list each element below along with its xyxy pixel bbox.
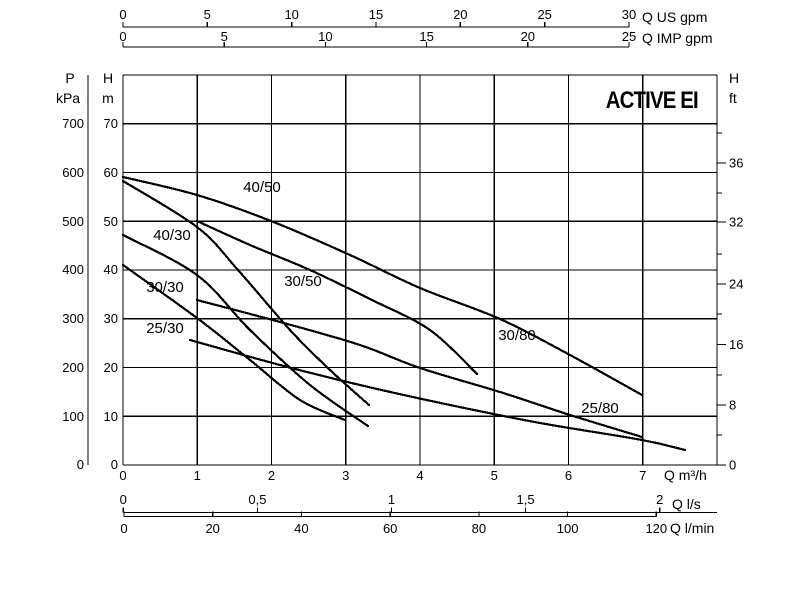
svg-text:Q US gpm: Q US gpm (642, 9, 707, 25)
svg-text:20: 20 (521, 29, 535, 44)
svg-text:30/80: 30/80 (498, 327, 536, 344)
svg-text:H: H (103, 70, 113, 86)
svg-text:20: 20 (104, 360, 118, 375)
svg-text:25: 25 (537, 7, 551, 22)
svg-text:40: 40 (294, 521, 308, 536)
svg-text:30/30: 30/30 (146, 279, 184, 296)
svg-text:40: 40 (104, 262, 118, 277)
svg-text:24: 24 (729, 277, 743, 292)
svg-text:300: 300 (62, 311, 84, 326)
svg-text:Q l/min: Q l/min (670, 520, 714, 536)
svg-text:70: 70 (104, 116, 118, 131)
svg-text:1: 1 (194, 468, 201, 483)
svg-text:Q m³/h: Q m³/h (664, 467, 707, 483)
svg-text:36: 36 (729, 156, 743, 171)
svg-text:0: 0 (120, 492, 127, 507)
svg-text:120: 120 (645, 521, 667, 536)
svg-text:6: 6 (565, 468, 572, 483)
svg-text:5: 5 (491, 468, 498, 483)
svg-text:200: 200 (62, 360, 84, 375)
svg-text:3: 3 (342, 468, 349, 483)
svg-text:700: 700 (62, 116, 84, 131)
svg-text:25/30: 25/30 (146, 320, 184, 337)
svg-text:0: 0 (119, 29, 126, 44)
svg-text:P: P (65, 70, 74, 86)
svg-text:32: 32 (729, 215, 743, 230)
svg-text:4: 4 (416, 468, 423, 483)
svg-text:0: 0 (119, 7, 126, 22)
svg-text:40/30: 40/30 (153, 227, 191, 244)
svg-text:H: H (729, 70, 739, 86)
svg-text:7: 7 (639, 468, 646, 483)
svg-text:60: 60 (104, 165, 118, 180)
svg-text:1: 1 (388, 492, 395, 507)
svg-text:8: 8 (729, 398, 736, 413)
svg-text:0: 0 (119, 468, 126, 483)
svg-text:16: 16 (729, 337, 743, 352)
svg-text:100: 100 (62, 409, 84, 424)
svg-text:40/50: 40/50 (243, 179, 281, 196)
svg-text:0,5: 0,5 (248, 492, 266, 507)
svg-text:30: 30 (104, 311, 118, 326)
svg-text:ACTIVE EI: ACTIVE EI (606, 86, 698, 113)
svg-text:20: 20 (453, 7, 467, 22)
svg-text:kPa: kPa (56, 90, 80, 106)
svg-text:0: 0 (120, 521, 127, 536)
svg-text:Q IMP gpm: Q IMP gpm (642, 30, 713, 46)
svg-text:10: 10 (284, 7, 298, 22)
svg-text:10: 10 (318, 29, 332, 44)
svg-text:30: 30 (622, 7, 636, 22)
svg-text:60: 60 (383, 521, 397, 536)
svg-text:600: 600 (62, 165, 84, 180)
svg-text:25/80: 25/80 (581, 400, 619, 417)
svg-text:15: 15 (419, 29, 433, 44)
svg-text:0: 0 (111, 457, 118, 472)
svg-text:20: 20 (205, 521, 219, 536)
svg-text:80: 80 (472, 521, 486, 536)
svg-text:400: 400 (62, 262, 84, 277)
svg-text:0: 0 (77, 457, 84, 472)
svg-text:ft: ft (729, 90, 737, 106)
svg-text:25: 25 (622, 29, 636, 44)
svg-text:5: 5 (221, 29, 228, 44)
svg-text:0: 0 (729, 458, 736, 473)
svg-text:500: 500 (62, 214, 84, 229)
svg-text:2: 2 (268, 468, 275, 483)
svg-text:15: 15 (369, 7, 383, 22)
svg-text:100: 100 (557, 521, 579, 536)
svg-text:10: 10 (104, 409, 118, 424)
svg-text:30/50: 30/50 (284, 273, 322, 290)
svg-text:1,5: 1,5 (517, 492, 535, 507)
svg-text:m: m (102, 90, 114, 106)
svg-text:50: 50 (104, 214, 118, 229)
svg-text:Q l/s: Q l/s (672, 496, 701, 512)
svg-text:5: 5 (204, 7, 211, 22)
svg-text:2: 2 (656, 492, 663, 507)
